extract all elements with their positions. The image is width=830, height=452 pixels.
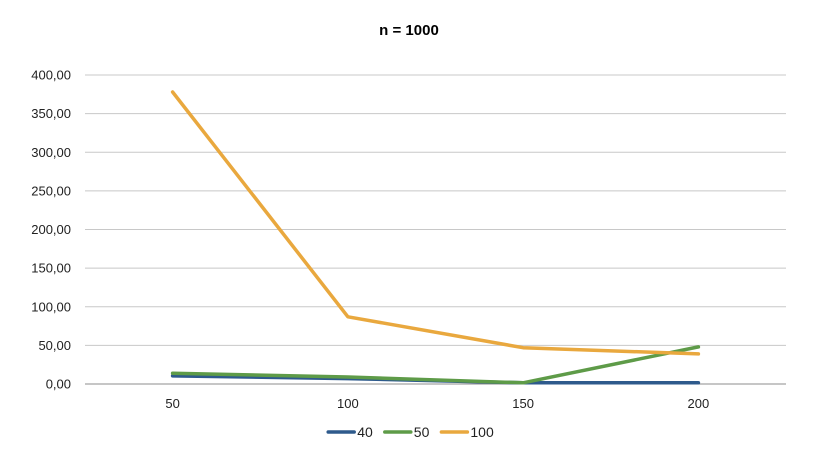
legend-label: 40 xyxy=(357,424,373,440)
y-tick-label: 0,00 xyxy=(46,377,71,392)
y-tick-label: 350,00 xyxy=(31,106,71,121)
legend-label: 50 xyxy=(414,424,430,440)
x-tick-label: 100 xyxy=(337,396,359,411)
y-tick-label: 200,00 xyxy=(31,222,71,237)
y-tick-label: 150,00 xyxy=(31,261,71,276)
x-tick-label: 200 xyxy=(688,396,710,411)
series-lines xyxy=(170,90,701,385)
series-line-50 xyxy=(170,345,701,385)
series-line-100 xyxy=(170,90,701,356)
legend-label: 100 xyxy=(470,424,494,440)
legend-item-40: 40 xyxy=(326,424,373,440)
x-tick-label: 50 xyxy=(165,396,179,411)
legend-item-50: 50 xyxy=(383,424,430,440)
legend-item-100: 100 xyxy=(439,424,494,440)
y-axis-ticks: 0,00 50,00 100,00 150,00 200,00 250,00 300,00 3… xyxy=(31,68,71,392)
y-tick-label: 400,00 xyxy=(31,68,71,83)
y-tick-label: 250,00 xyxy=(31,183,71,198)
x-tick-label: 150 xyxy=(512,396,534,411)
gridlines xyxy=(85,74,786,385)
y-tick-label: 300,00 xyxy=(31,145,71,160)
x-axis-ticks: 50 100 150 200 xyxy=(165,396,709,411)
y-tick-label: 50,00 xyxy=(38,338,71,353)
chart-title: n = 1000 xyxy=(379,22,439,39)
legend: 40 50 100 xyxy=(326,424,494,440)
y-tick-label: 100,00 xyxy=(31,299,71,314)
